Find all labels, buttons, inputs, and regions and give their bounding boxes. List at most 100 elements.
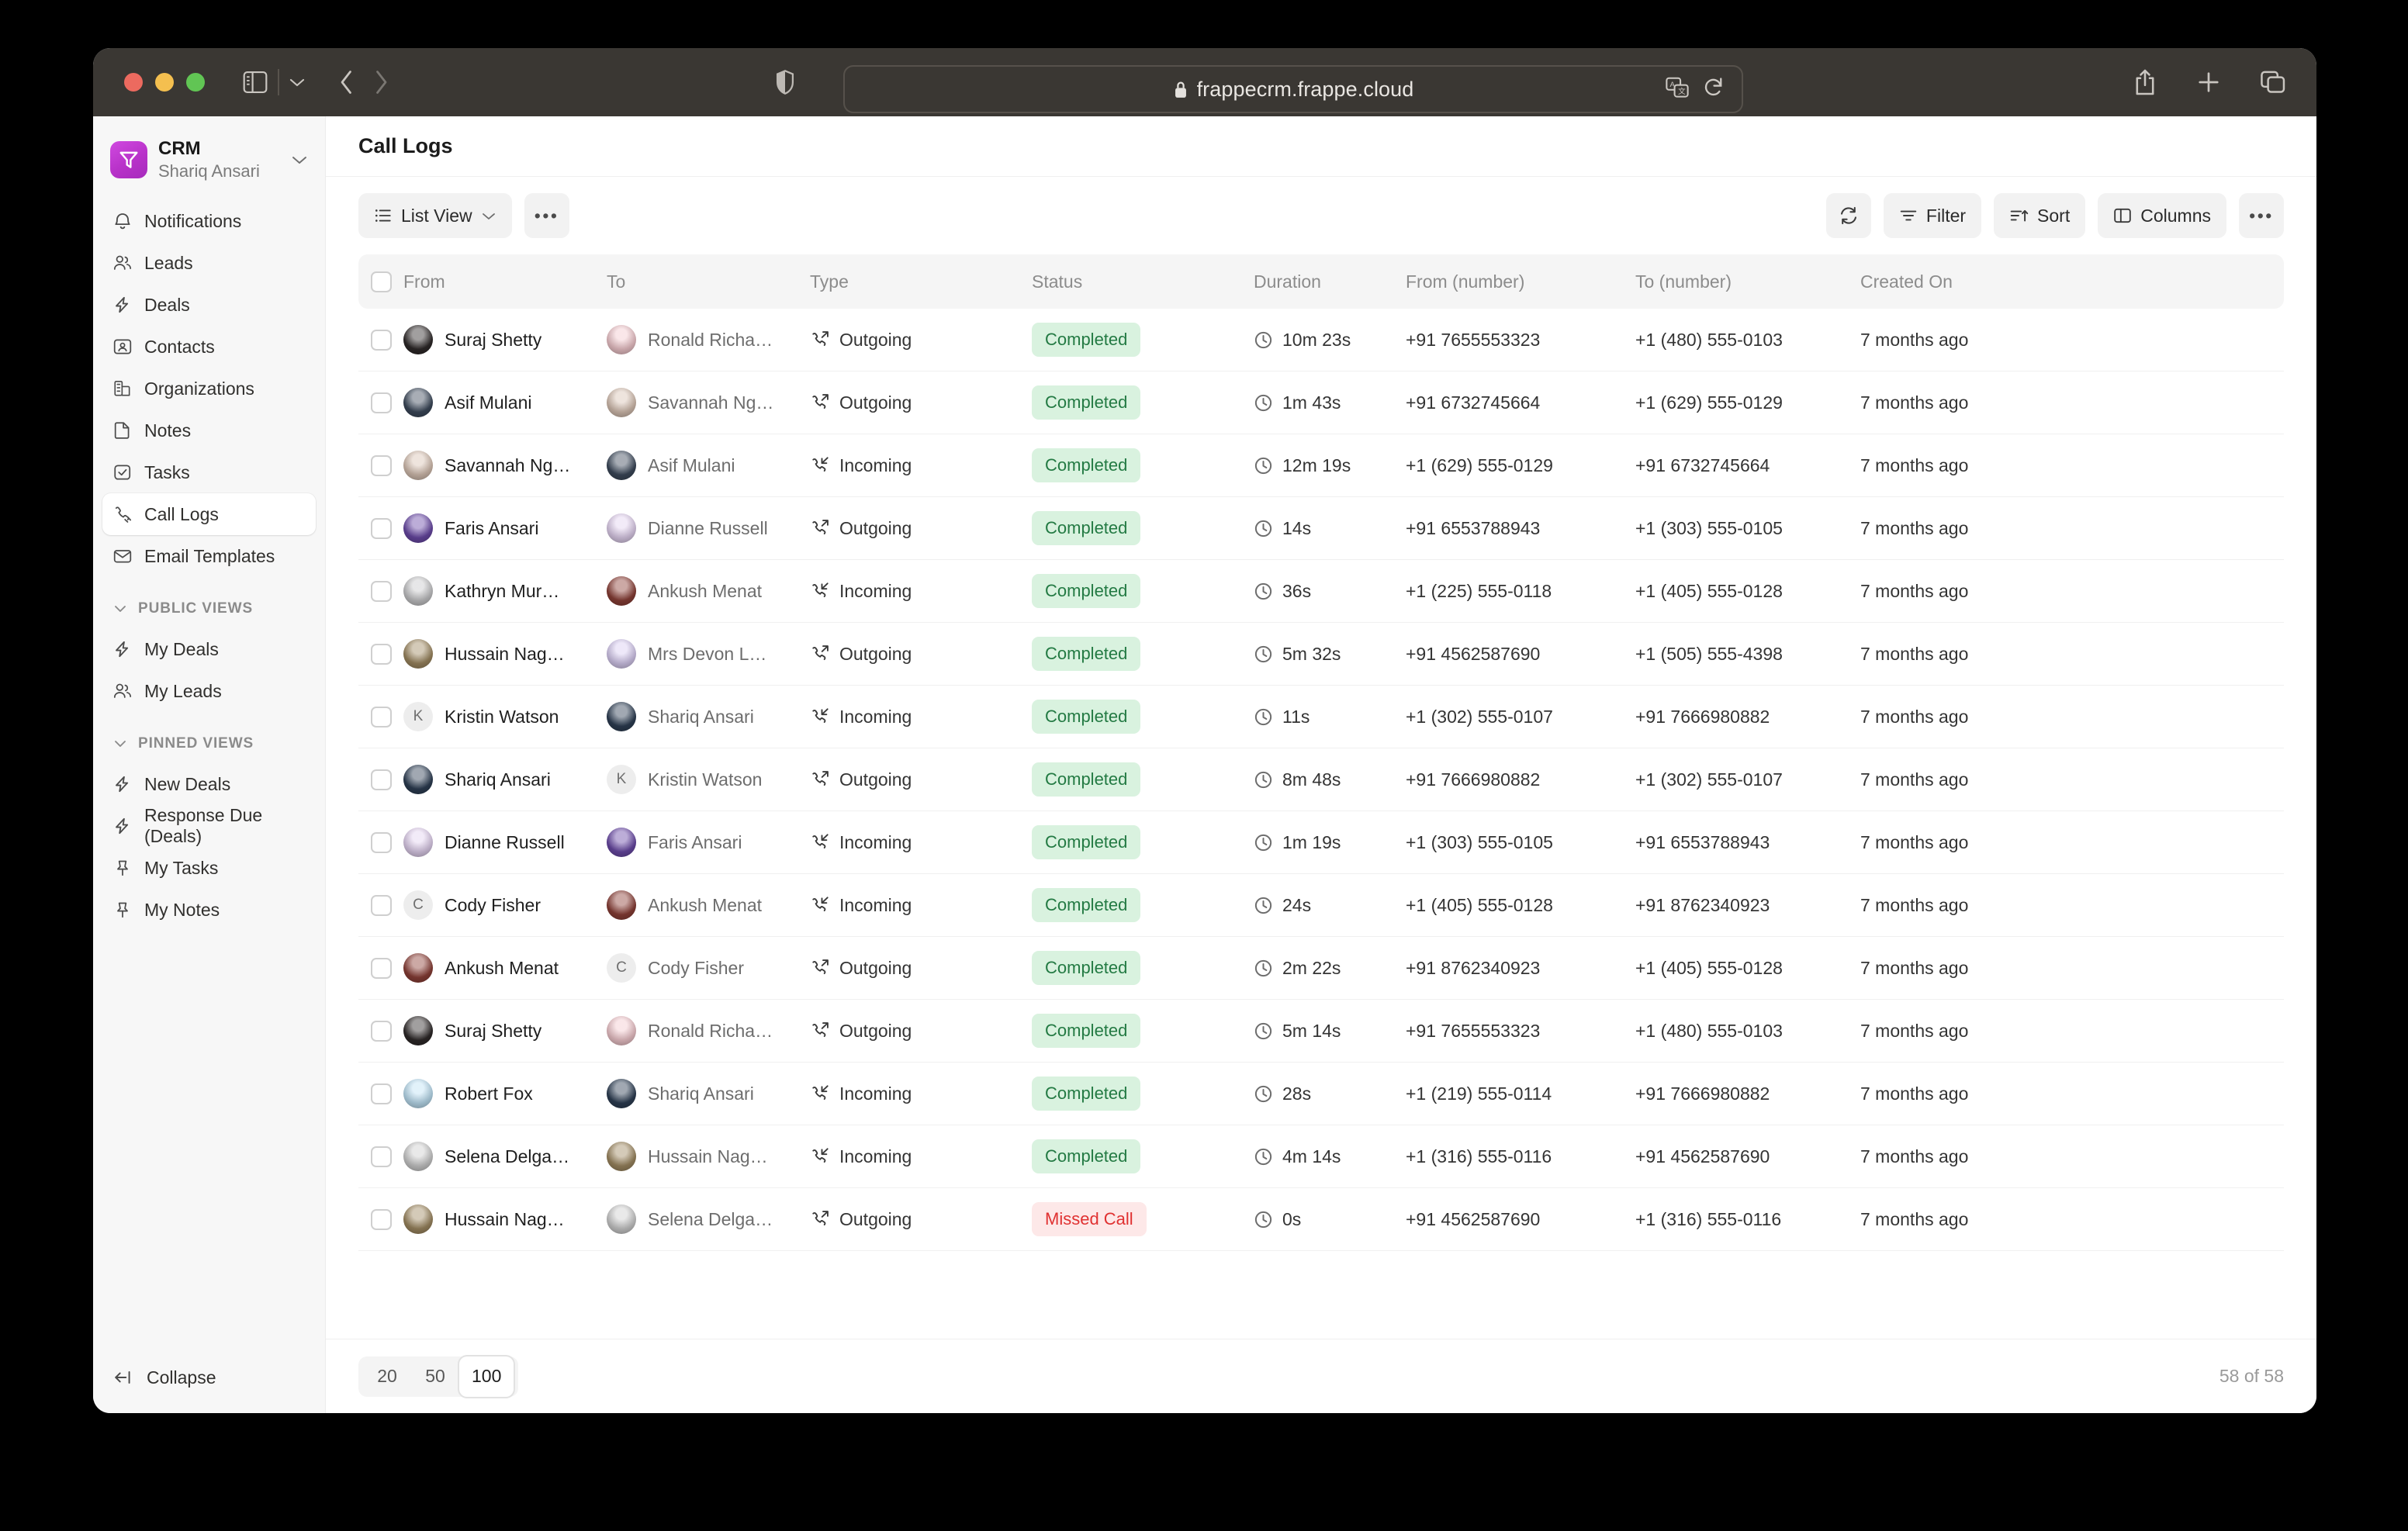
- sidebar-item-label: My Notes: [144, 899, 220, 920]
- shield-icon[interactable]: [776, 69, 794, 95]
- reload-icon[interactable]: [1703, 76, 1725, 103]
- table-row[interactable]: Faris Ansari Dianne Russell Outgoing Comple…: [358, 497, 2284, 560]
- chevron-down-icon[interactable]: [291, 154, 308, 165]
- clock-icon: [1254, 645, 1273, 664]
- duration-label: 1m 19s: [1282, 831, 1341, 852]
- cell-duration: 24s: [1254, 895, 1406, 916]
- table-row[interactable]: Robert Fox Shariq Ansari Incoming Completed…: [358, 1063, 2284, 1125]
- sidebar-item-call-logs[interactable]: Call Logs: [102, 493, 316, 536]
- minimize-window-button[interactable]: [155, 73, 174, 92]
- workspace-switcher[interactable]: CRM Shariq Ansari: [102, 130, 316, 189]
- avatar: [607, 1142, 636, 1171]
- sidebar-item-notifications[interactable]: Notifications: [102, 200, 316, 242]
- table-row[interactable]: Hussain Nag… Selena Delga… Outgoing Missed …: [358, 1188, 2284, 1251]
- ellipsis-icon: •••: [2249, 205, 2274, 226]
- sidebar-item-notes[interactable]: Notes: [102, 410, 316, 451]
- avatar: [607, 639, 636, 669]
- column-header-to-number[interactable]: To (number): [1635, 271, 1732, 292]
- filter-button[interactable]: Filter: [1883, 193, 1982, 238]
- row-checkbox[interactable]: [371, 454, 392, 476]
- sidebar-item-response-due-deals-[interactable]: Response Due (Deals): [102, 805, 316, 847]
- row-checkbox[interactable]: [371, 706, 392, 727]
- back-arrow-icon[interactable]: [338, 68, 355, 96]
- row-checkbox[interactable]: [371, 1208, 392, 1230]
- clock-icon: [1254, 1021, 1273, 1041]
- page-size-option-20[interactable]: 20: [377, 1366, 397, 1386]
- row-checkbox[interactable]: [371, 643, 392, 665]
- sidebar-item-tasks[interactable]: Tasks: [102, 451, 316, 493]
- view-selector-button[interactable]: List View: [358, 193, 512, 238]
- table-row[interactable]: Kathryn Mur… Ankush Menat Incoming Complete…: [358, 560, 2284, 623]
- column-header-to[interactable]: To: [607, 271, 626, 292]
- sidebar-item-label: Contacts: [144, 336, 215, 357]
- pin-icon: [112, 858, 133, 878]
- sort-button[interactable]: Sort: [1994, 193, 2086, 238]
- maximize-window-button[interactable]: [186, 73, 205, 92]
- cell-type: Incoming: [810, 1146, 1032, 1167]
- column-header-duration[interactable]: Duration: [1254, 271, 1321, 292]
- sidebar-item-new-deals[interactable]: New Deals: [102, 763, 316, 805]
- row-checkbox[interactable]: [371, 580, 392, 602]
- sidebar-section-header-public-views[interactable]: PUBLIC VIEWS: [102, 589, 316, 628]
- select-all-checkbox[interactable]: [371, 271, 392, 292]
- close-window-button[interactable]: [124, 73, 143, 92]
- sidebar-nav: Notifications Leads Deals Contacts Organizat…: [102, 200, 316, 577]
- row-checkbox[interactable]: [371, 329, 392, 351]
- table-row[interactable]: Dianne Russell Faris Ansari Incoming Comple…: [358, 811, 2284, 874]
- collapse-sidebar-button[interactable]: Collapse: [102, 1356, 316, 1399]
- row-checkbox[interactable]: [371, 517, 392, 539]
- row-checkbox[interactable]: [371, 1083, 392, 1104]
- column-header-from[interactable]: From: [403, 271, 445, 292]
- table-row[interactable]: Savannah Ng… Asif Mulani Incoming Completed…: [358, 434, 2284, 497]
- share-icon[interactable]: [2133, 68, 2157, 96]
- sidebar-item-organizations[interactable]: Organizations: [102, 368, 316, 410]
- sidebar-item-deals[interactable]: Deals: [102, 284, 316, 326]
- sidebar-item-my-leads[interactable]: My Leads: [102, 670, 316, 712]
- sidebar-item-my-notes[interactable]: My Notes: [102, 889, 316, 931]
- row-checkbox[interactable]: [371, 1020, 392, 1042]
- row-checkbox[interactable]: [371, 957, 392, 979]
- sidebar-item-my-deals[interactable]: My Deals: [102, 628, 316, 670]
- sidebar-item-my-tasks[interactable]: My Tasks: [102, 847, 316, 889]
- row-checkbox[interactable]: [371, 831, 392, 853]
- table-row[interactable]: C Cody Fisher Ankush Menat Incoming Complete…: [358, 874, 2284, 937]
- page-size-option-100[interactable]: 100: [459, 1356, 514, 1397]
- column-header-created-on[interactable]: Created On: [1860, 271, 1953, 292]
- cell-created-on: 7 months ago: [1860, 1083, 1969, 1104]
- sidebar-item-email-templates[interactable]: Email Templates: [102, 535, 316, 577]
- cell-to: Ronald Richa…: [607, 1016, 810, 1045]
- column-header-status[interactable]: Status: [1032, 271, 1083, 292]
- forward-arrow-icon[interactable]: [372, 68, 389, 96]
- page-size-option-50[interactable]: 50: [425, 1366, 445, 1386]
- sidebar-section-header-pinned-views[interactable]: PINNED VIEWS: [102, 724, 316, 763]
- refresh-button[interactable]: [1825, 193, 1871, 238]
- cell-created-on: 7 months ago: [1860, 643, 1969, 664]
- table-row[interactable]: Selena Delga… Hussain Nag… Incoming Complet…: [358, 1125, 2284, 1188]
- list-more-options-button[interactable]: •••: [2239, 193, 2284, 238]
- view-more-options-button[interactable]: •••: [524, 193, 569, 238]
- cell-to-number: +1 (303) 555-0105: [1635, 517, 1783, 538]
- sidebar-item-contacts[interactable]: Contacts: [102, 326, 316, 368]
- row-checkbox[interactable]: [371, 894, 392, 916]
- plus-icon[interactable]: [2197, 71, 2220, 94]
- row-checkbox[interactable]: [371, 1146, 392, 1167]
- sidebar-toggle-icon[interactable]: [242, 71, 268, 94]
- table-row[interactable]: Ankush Menat C Cody Fisher Outgoing Complete…: [358, 937, 2284, 1000]
- sidebar-item-leads[interactable]: Leads: [102, 242, 316, 284]
- table-row[interactable]: Asif Mulani Savannah Ng… Outgoing Completed…: [358, 372, 2284, 434]
- row-checkbox[interactable]: [371, 769, 392, 790]
- table-row[interactable]: K Kristin Watson Shariq Ansari Incoming Comp…: [358, 686, 2284, 748]
- table-row[interactable]: Shariq Ansari K Kristin Watson Outgoing Comp…: [358, 748, 2284, 811]
- table-row[interactable]: Suraj Shetty Ronald Richa… Outgoing Complet…: [358, 309, 2284, 372]
- table-row[interactable]: Hussain Nag… Mrs Devon L… Outgoing Complete…: [358, 623, 2284, 686]
- row-checkbox[interactable]: [371, 392, 392, 413]
- address-bar[interactable]: frappecrm.frappe.cloud A 文: [843, 65, 1743, 113]
- duration-label: 14s: [1282, 517, 1312, 538]
- table-row[interactable]: Suraj Shetty Ronald Richa… Outgoing Complet…: [358, 1000, 2284, 1063]
- chevron-down-icon[interactable]: [282, 77, 312, 88]
- columns-button[interactable]: Columns: [2098, 193, 2226, 238]
- tab-overview-icon[interactable]: [2261, 71, 2285, 94]
- column-header-from-number[interactable]: From (number): [1406, 271, 1525, 292]
- translate-icon[interactable]: A 文: [1666, 77, 1689, 102]
- column-header-type[interactable]: Type: [810, 271, 849, 292]
